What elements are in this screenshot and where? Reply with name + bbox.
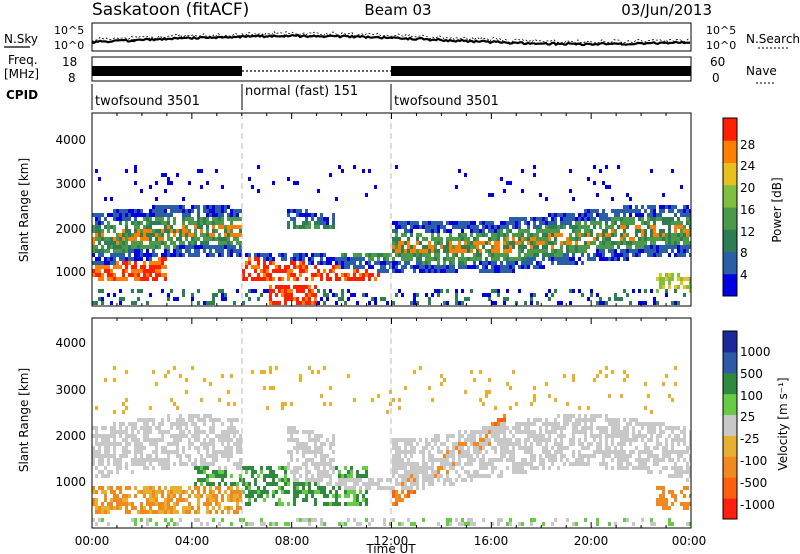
velocity-axis-ticks: [91, 318, 692, 528]
power-cbar-tick-16: 16: [740, 203, 755, 217]
power-ylabel: Slant Range [km]: [17, 158, 31, 262]
freq-left-label-1: Freq.: [8, 53, 38, 67]
power-cbar-tick-20: 20: [740, 181, 755, 195]
velocity-heatmap: [92, 366, 691, 526]
nave-tick-top: 60: [710, 55, 725, 69]
vel-ytick-1000: 1000: [55, 475, 86, 489]
vel-cbar-label: Velocity [m s⁻¹]: [776, 377, 790, 470]
power-cbar-tick-12: 12: [740, 225, 755, 239]
noise-left-label: N.Sky: [4, 32, 38, 46]
velocity-colorbar: 1000 500 100 25 -25 -100 -500 -1000 Velo…: [722, 330, 790, 520]
noise-panel: N.Sky 10^5 10^0 10^5 10^0 N.Search: [4, 22, 800, 52]
nave-label: Nave: [746, 64, 777, 78]
vel-cbar-tick-m500: -500: [740, 476, 767, 490]
power-ytick-4000: 4000: [55, 133, 86, 147]
vel-ytick-2000: 2000: [55, 429, 86, 443]
power-cbar-tick-28: 28: [740, 138, 755, 152]
power-ytick-2000: 2000: [55, 222, 86, 236]
vel-ytick-4000: 4000: [55, 336, 86, 350]
freq-left-tick-top: 18: [62, 55, 77, 69]
xtick-12: 12:00: [374, 534, 409, 548]
noise-right-tick-top: 10^5: [706, 24, 736, 37]
freq-left-tick-bottom: 8: [68, 71, 76, 85]
station-title: Saskatoon (fitACF): [92, 0, 249, 20]
power-ytick-3000: 3000: [55, 177, 86, 191]
cpid-row: CPID twofsound 3501 normal (fast) 151 tw…: [6, 84, 499, 110]
noise-left-tick-bottom: 10^0: [54, 39, 84, 52]
freq-band-early: [92, 66, 242, 76]
x-axis: 00:00 04:00 08:00 12:00 16:00 20:00 00:0…: [75, 534, 707, 554]
velocity-ylabel: Slant Range [km]: [17, 368, 31, 472]
power-axis-ticks: [91, 113, 692, 306]
xtick-8: 08:00: [275, 534, 310, 548]
noise-sky-line: [91, 33, 691, 47]
vel-cbar-tick-500: 500: [740, 367, 763, 381]
vel-cbar-tick-m1000: -1000: [740, 498, 775, 512]
power-cbar-tick-4: 4: [740, 268, 748, 282]
nave-tick-bottom: 0: [712, 71, 720, 85]
noise-right-tick-bottom: 10^0: [706, 39, 736, 52]
power-cbar-label: Power [dB]: [770, 177, 784, 242]
vel-cbar-tick-m25: -25: [740, 432, 760, 446]
xtick-0: 00:00: [75, 534, 110, 548]
vel-cbar-tick-m100: -100: [740, 454, 767, 468]
noise-left-tick-top: 10^5: [54, 24, 84, 37]
vel-ytick-3000: 3000: [55, 383, 86, 397]
velocity-panel: Slant Range [km] 1000 2000 3000 4000: [17, 317, 692, 529]
freq-left-label-2: [MHz]: [4, 67, 39, 81]
date-title: 03/Jun/2013: [621, 1, 712, 19]
cpid-segment-2: normal (fast) 151: [245, 84, 358, 99]
beam-title: Beam 03: [364, 1, 431, 19]
cpid-segment-1: twofsound 3501: [95, 94, 200, 109]
vel-cbar-tick-25: 25: [740, 410, 755, 424]
freq-band-late: [391, 66, 691, 76]
xtick-4: 04:00: [175, 534, 210, 548]
vel-cbar-tick-100: 100: [740, 389, 763, 403]
xtick-24: 00:00: [672, 534, 707, 548]
xtick-16: 16:00: [474, 534, 509, 548]
noise-search-line: [91, 30, 691, 44]
power-cbar-tick-8: 8: [740, 246, 748, 260]
x-axis-label: Time UT: [365, 542, 416, 554]
power-ytick-1000: 1000: [55, 265, 86, 279]
freq-panel: Freq. [MHz] 18 8 60 0 Nave: [4, 53, 777, 85]
vel-cbar-tick-1000: 1000: [740, 345, 771, 359]
noise-right-label: N.Search: [746, 32, 800, 46]
power-cbar-tick-24: 24: [740, 159, 755, 173]
xtick-20: 20:00: [574, 534, 609, 548]
power-colorbar: 4 8 12 16 20 24 28 Power [dB]: [722, 117, 784, 297]
cpid-label: CPID: [6, 88, 38, 102]
power-panel: Slant Range [km] 1000 2000 3000 4000: [17, 112, 692, 307]
power-heatmap: [92, 165, 691, 305]
cpid-segment-3: twofsound 3501: [394, 94, 499, 109]
